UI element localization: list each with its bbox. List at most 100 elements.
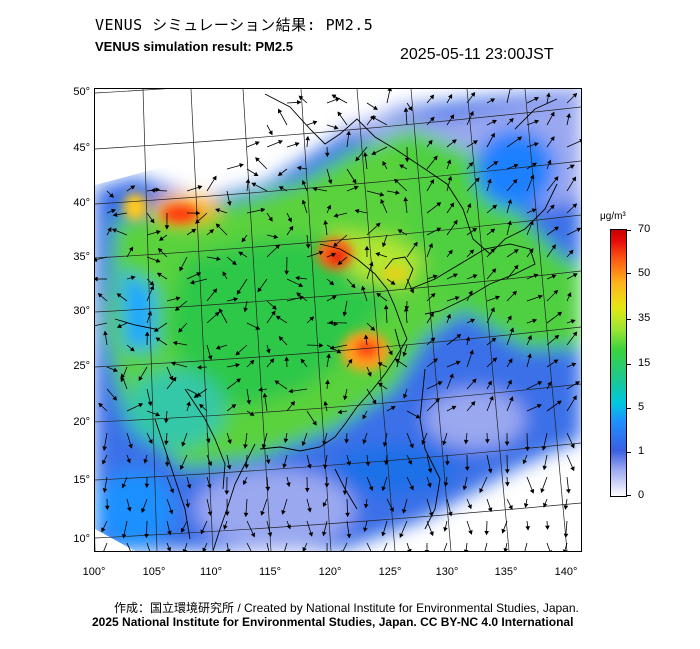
wind-arrowhead	[102, 446, 108, 451]
wind-arrowhead	[541, 445, 547, 451]
pm25-map	[94, 88, 582, 552]
wind-arrowhead	[224, 511, 230, 517]
wind-arrowhead	[287, 217, 292, 223]
wind-arrowhead	[322, 502, 327, 508]
wind-arrowhead	[159, 236, 164, 241]
wind-arrowhead	[387, 89, 392, 92]
wind-arrowhead	[449, 202, 455, 208]
wind-arrowhead	[168, 375, 174, 381]
wind-arrowhead	[343, 395, 348, 401]
wind-arrowhead	[532, 162, 537, 168]
wind-arrowhead	[443, 526, 448, 532]
wind-arrowhead	[149, 218, 155, 224]
wind-arrowhead	[275, 315, 281, 321]
colorbar-tick	[626, 452, 631, 453]
wind-arrowhead	[251, 182, 257, 187]
wind-arrowhead	[144, 483, 150, 489]
wind-arrowhead	[508, 358, 513, 364]
wind-arrowhead	[345, 512, 350, 518]
wind-arrowhead	[504, 469, 510, 474]
wind-arrowhead	[464, 466, 470, 472]
lon-label-120: 120°	[318, 566, 342, 578]
title-english: VENUS simulation result: PM2.5	[95, 39, 293, 54]
wind-arrowhead	[466, 203, 472, 208]
wind-arrowhead	[530, 174, 535, 180]
wind-arrowhead	[324, 152, 330, 158]
wind-arrowhead	[327, 179, 333, 185]
wind-arrowhead	[532, 318, 538, 324]
wind-arrowhead	[513, 163, 519, 169]
wind-arrowhead	[126, 506, 132, 512]
wind-arrowhead	[365, 461, 371, 467]
wind-arrowhead	[437, 381, 443, 386]
wind-arrowhead	[571, 362, 577, 367]
wind-arrowhead	[333, 125, 339, 130]
wind-arrowhead	[207, 461, 213, 467]
wind-arrowhead	[138, 403, 144, 408]
lat-label-20: 20°	[73, 416, 90, 428]
wind-arrowhead	[454, 295, 460, 301]
wind-arrow	[146, 542, 151, 551]
wind-arrowhead	[433, 155, 438, 161]
wind-arrow	[383, 542, 388, 551]
wind-arrowhead	[569, 164, 575, 169]
wind-arrowhead	[265, 459, 271, 465]
wind-arrowhead	[141, 508, 146, 513]
wind-arrowhead	[368, 486, 374, 491]
wind-arrowhead	[368, 261, 374, 267]
wind-arrowhead	[571, 176, 577, 182]
wind-arrowhead	[196, 272, 202, 277]
colorbar-tick	[626, 408, 631, 409]
wind-arrowhead	[534, 142, 539, 147]
wind-arrowhead	[517, 136, 523, 141]
lon-label-115: 115°	[259, 566, 281, 578]
wind-arrowhead	[371, 150, 377, 155]
lat-label-40: 40°	[73, 197, 90, 209]
wind-arrowhead	[429, 116, 435, 122]
wind-arrowhead	[147, 401, 153, 407]
wind-arrowhead	[352, 178, 357, 184]
colorbar-label-0: 0	[638, 489, 645, 501]
wind-arrowhead	[544, 525, 550, 530]
wind-arrowhead	[448, 93, 453, 99]
wind-arrowhead	[215, 223, 221, 229]
wind-arrowhead	[286, 524, 291, 530]
lon-label-110: 110°	[200, 566, 222, 578]
wind-arrowhead	[253, 171, 259, 177]
wind-arrowhead	[543, 502, 548, 508]
wind-arrowhead	[130, 185, 136, 190]
wind-arrowhead	[491, 268, 497, 274]
wind-arrowhead	[547, 159, 552, 165]
wind-arrowhead	[179, 465, 185, 470]
wind-arrowhead	[274, 380, 280, 385]
wind-arrowhead	[551, 274, 557, 279]
wind-arrowhead	[268, 130, 273, 136]
wind-arrowhead	[143, 458, 148, 464]
wind-arrowhead	[130, 275, 136, 281]
colorbar-label-5: 5	[638, 401, 645, 413]
wind-arrowhead	[300, 358, 306, 364]
wind-arrowhead	[337, 260, 343, 265]
wind-arrowhead	[149, 285, 155, 291]
wind-arrowhead	[540, 488, 545, 493]
wind-arrowhead	[102, 488, 108, 493]
lat-label-15: 15°	[73, 474, 90, 486]
wind-arrowhead	[529, 248, 534, 254]
wind-arrowhead	[513, 264, 519, 270]
wind-arrowhead	[442, 440, 447, 446]
wind-vectors	[95, 89, 581, 551]
wind-arrowhead	[268, 216, 273, 222]
wind-arrowhead	[472, 227, 478, 233]
wind-arrowhead	[195, 210, 201, 216]
wind-arrowhead	[383, 460, 389, 466]
wind-arrowhead	[243, 444, 248, 449]
wind-arrowhead	[325, 379, 330, 385]
wind-arrowhead	[445, 461, 450, 466]
wind-arrowhead	[549, 204, 555, 210]
wind-arrowhead	[373, 105, 378, 110]
wind-arrow	[406, 542, 411, 551]
wind-arrowhead	[336, 349, 342, 354]
wind-arrowhead	[570, 466, 575, 472]
wind-arrowhead	[492, 119, 497, 125]
wind-arrowhead	[236, 378, 241, 383]
